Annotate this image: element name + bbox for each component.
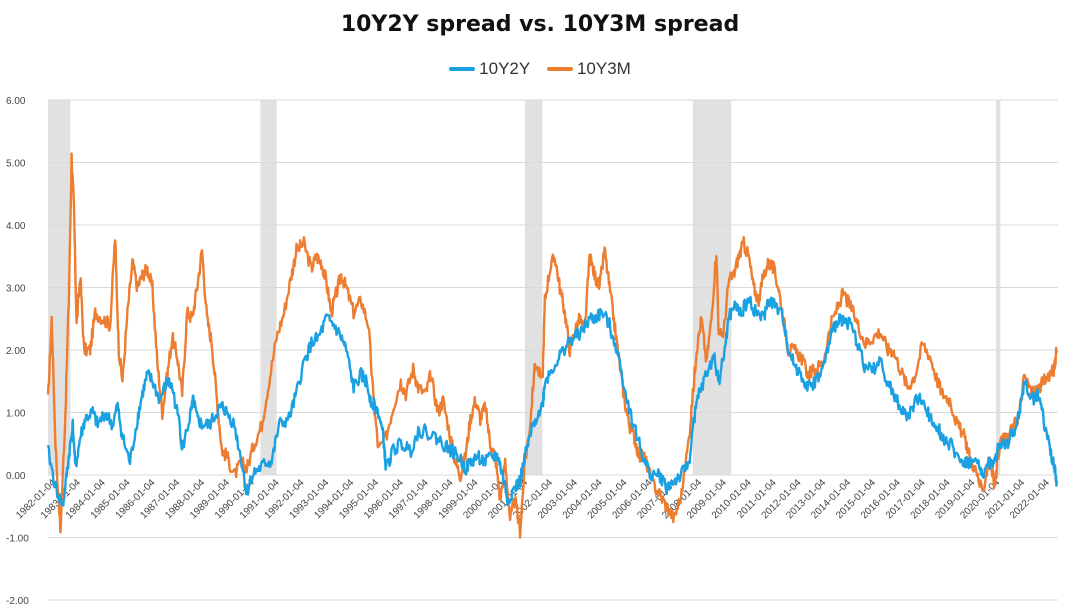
y-tick-label: 0.00 (6, 471, 26, 482)
legend-label-10y3m: 10Y3M (576, 58, 631, 78)
gridlines (48, 99, 1058, 601)
y-tick-label: 3.00 (6, 284, 26, 295)
y-tick-label: -2.00 (6, 596, 29, 607)
y-tick-label: 2.00 (6, 346, 26, 357)
x-axis-ticks: 1982-01-041983-01-041984-01-041985-01-04… (14, 477, 1052, 521)
y-axis-ticks: 6.00 5.00 4.00 3.00 2.00 1.00 0.00 -1.00 -2.00 (6, 96, 29, 607)
legend-entry-10y3m: 10Y3M (546, 58, 631, 79)
y-tick-label: 6.00 (6, 96, 26, 107)
legend-swatch-10y2y (449, 67, 476, 72)
legend-label-10y2y: 10Y2Y (479, 58, 531, 78)
legend-swatch-10y3m (546, 67, 573, 72)
y-tick-label: -1.00 (6, 534, 29, 545)
series-lines (46, 152, 1058, 539)
y-tick-label: 1.00 (6, 409, 26, 420)
legend: 10Y2Y 10Y3M (0, 58, 1080, 79)
y-tick-label: 5.00 (6, 159, 26, 170)
series-line-10y3m (46, 152, 1058, 539)
chart-title: 10Y2Y spread vs. 10Y3M spread (340, 12, 740, 37)
y-tick-label: 4.00 (6, 221, 26, 232)
legend-entry-10y2y: 10Y2Y (449, 59, 530, 79)
series-line-10y2y (46, 295, 1058, 507)
